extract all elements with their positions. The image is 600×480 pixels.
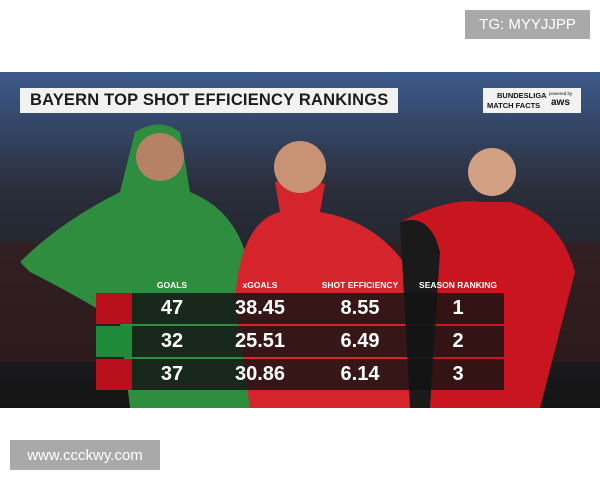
club-badge — [96, 359, 132, 390]
table-cell: 38.45 — [212, 293, 308, 324]
header-row: GOALS xGOALS SHOT EFFICIENCY SEASON RANK… — [96, 278, 504, 291]
table-row: 47 38.45 8.55 1 — [96, 293, 504, 324]
table-cell: 25.51 — [212, 326, 308, 357]
table-cell: 3 — [412, 359, 504, 390]
logo-brand: BUNDESLIGA — [497, 91, 547, 100]
table-cell: 2 — [412, 326, 504, 357]
table-cell: 6.14 — [308, 359, 412, 390]
table-cell: 8.55 — [308, 293, 412, 324]
table-cell: 1 — [412, 293, 504, 324]
logo-sponsor: aws — [551, 97, 570, 108]
column-header: SEASON RANKING — [419, 279, 497, 290]
stats-table: GOALS xGOALS SHOT EFFICIENCY SEASON RANK… — [96, 276, 504, 392]
watermark: TG: MYYJJPP — [465, 10, 590, 39]
table-cell: 37 — [132, 359, 212, 390]
column-header: SHOT EFFICIENCY — [321, 279, 399, 290]
logo: BUNDESLIGA MATCH FACTS powered by aws — [483, 88, 581, 113]
table-cell: 47 — [132, 293, 212, 324]
table-row: 37 30.86 6.14 3 — [96, 359, 504, 390]
table-cell: 30.86 — [212, 359, 308, 390]
column-header: GOALS — [156, 279, 188, 290]
logo-product: MATCH FACTS — [487, 101, 541, 110]
column-header: xGOALS — [242, 279, 278, 290]
table-row: 32 25.51 6.49 2 — [96, 326, 504, 357]
table-cell: 6.49 — [308, 326, 412, 357]
graphic-title: BAYERN TOP SHOT EFFICIENCY RANKINGS — [20, 88, 398, 113]
watermark: www.ccckwy.com — [10, 440, 160, 470]
table-cell: 32 — [132, 326, 212, 357]
logo-powered: powered by — [549, 91, 573, 96]
club-badge — [96, 293, 132, 324]
club-badge — [96, 326, 132, 357]
